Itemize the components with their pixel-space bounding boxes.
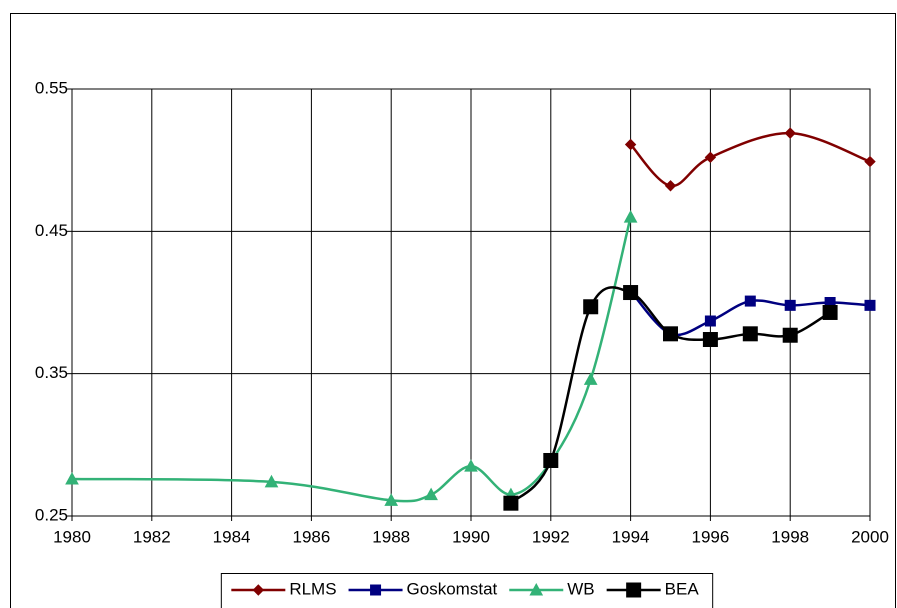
legend-marker <box>529 582 544 596</box>
x-tick-label: 1980 <box>53 527 91 546</box>
x-tick-label: 2000 <box>851 527 889 546</box>
data-point <box>65 471 79 485</box>
data-point <box>784 127 796 139</box>
x-tick-label: 1988 <box>372 527 410 546</box>
data-point <box>782 327 798 343</box>
y-tick-label: 0.55 <box>35 78 68 97</box>
legend: RLMS Goskomstat WB BEA <box>220 573 714 608</box>
series-line <box>509 286 831 505</box>
data-point <box>583 299 599 315</box>
data-point <box>702 332 718 348</box>
data-point <box>624 138 637 151</box>
legend-label: BEA <box>665 579 700 598</box>
x-tick-label: 1986 <box>292 527 330 546</box>
data-point <box>663 326 678 342</box>
chart-frame <box>10 13 896 608</box>
legend-marker <box>252 584 265 596</box>
data-point <box>742 326 758 342</box>
data-point <box>864 299 876 311</box>
legend-label: RLMS <box>289 579 336 598</box>
legend-label: WB <box>567 579 594 598</box>
data-point <box>464 459 478 472</box>
data-point <box>704 315 716 327</box>
x-tick-label: 1982 <box>133 527 171 546</box>
data-point <box>384 493 399 506</box>
data-point <box>822 304 838 320</box>
x-tick-label: 1998 <box>771 527 809 546</box>
data-point <box>503 495 519 511</box>
data-point <box>623 285 639 301</box>
x-tick-label: 1996 <box>691 527 729 546</box>
x-tick-label: 1990 <box>452 527 490 546</box>
legend-marker <box>626 582 642 598</box>
y-tick-label: 0.45 <box>35 221 68 240</box>
data-point <box>784 299 796 311</box>
data-point <box>864 155 876 168</box>
x-tick-label: 1984 <box>213 527 251 546</box>
data-point <box>264 474 279 488</box>
y-tick-label: 0.25 <box>35 505 68 524</box>
data-point <box>424 487 438 501</box>
y-tick-label: 0.35 <box>35 363 68 382</box>
data-point <box>744 295 756 307</box>
data-point <box>583 372 598 385</box>
data-point <box>664 180 677 192</box>
series-line <box>629 131 871 188</box>
data-point <box>543 452 559 468</box>
x-tick-label: 1994 <box>612 527 650 546</box>
data-point <box>623 210 638 223</box>
legend-marker <box>370 584 382 596</box>
data-point <box>704 151 717 164</box>
x-tick-label: 1992 <box>532 527 570 546</box>
legend-label: Goskomstat <box>407 579 498 598</box>
